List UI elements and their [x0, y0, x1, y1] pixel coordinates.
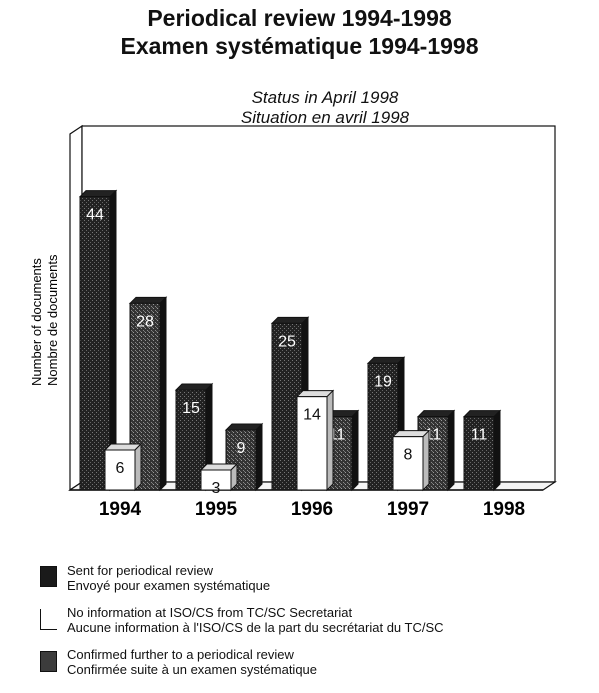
x-tick-label-1998: 1998 [483, 499, 525, 520]
data-label-confirmed-1994: 28 [136, 313, 154, 330]
data-label-sent-1998: 11 [471, 427, 488, 444]
legend-label-no-info-en: No information at ISO/CS from TC/SC Secr… [67, 605, 353, 620]
legend-label-sent-fr: Envoyé pour examen systématique [67, 578, 271, 593]
y-axis-label-line2: Nombre de documents [45, 254, 60, 386]
data-label-confirmed-1995: 9 [237, 440, 246, 457]
chart-title-line2: Examen systématique 1994-1998 [120, 33, 479, 59]
x-tick-labels: 1994 1995 1996 1997 1998 [99, 499, 525, 520]
legend-label-confirmed-fr: Confirmée suite à un examen systématique [67, 662, 318, 677]
legend-swatch-no-info [40, 609, 57, 630]
data-label-no-info-1996: 14 [303, 407, 321, 424]
x-tick-label-1996: 1996 [291, 499, 333, 520]
data-label-sent-1994: 44 [86, 207, 104, 224]
data-label-no-info-1995: 3 [212, 480, 221, 497]
data-label-sent-1996: 25 [278, 333, 296, 350]
legend-label-confirmed-en: Confirmed further to a periodical review [67, 647, 294, 662]
legend-swatch-sent [40, 566, 57, 587]
data-label-sent-1995: 15 [182, 400, 200, 417]
bar-no-info-1997: 8 [391, 429, 431, 492]
bar-no-info-1994: 6 [103, 442, 143, 492]
bar-sent-1994: 44 [78, 189, 118, 492]
bar-chart: Number of documents Nombre de documents … [29, 124, 557, 520]
legend-label-sent-en: Sent for periodical review [67, 563, 213, 578]
data-label-no-info-1994: 6 [116, 460, 125, 477]
legend-label-no-info-fr: Aucune information à l'ISO/CS de la part… [67, 620, 444, 635]
chart-subtitle-line1: Status in April 1998 [251, 88, 399, 107]
y-axis-label-line1: Number of documents [29, 258, 44, 386]
x-tick-label-1994: 1994 [99, 499, 142, 520]
bar-sent-1995: 15 [174, 382, 214, 492]
x-tick-label-1997: 1997 [387, 499, 429, 520]
bar-no-info-1996: 14 [295, 389, 335, 492]
bar-no-info-1995: 3 [199, 462, 239, 497]
bar-sent-1998: 11 [462, 409, 502, 492]
legend-swatch-confirmed [40, 651, 57, 672]
data-label-sent-1997: 19 [374, 373, 392, 390]
x-tick-label-1995: 1995 [195, 499, 238, 520]
chart-title-line1: Periodical review 1994-1998 [147, 5, 452, 31]
data-label-no-info-1997: 8 [404, 447, 413, 464]
chart-subtitle-line2: Situation en avril 1998 [240, 108, 410, 127]
